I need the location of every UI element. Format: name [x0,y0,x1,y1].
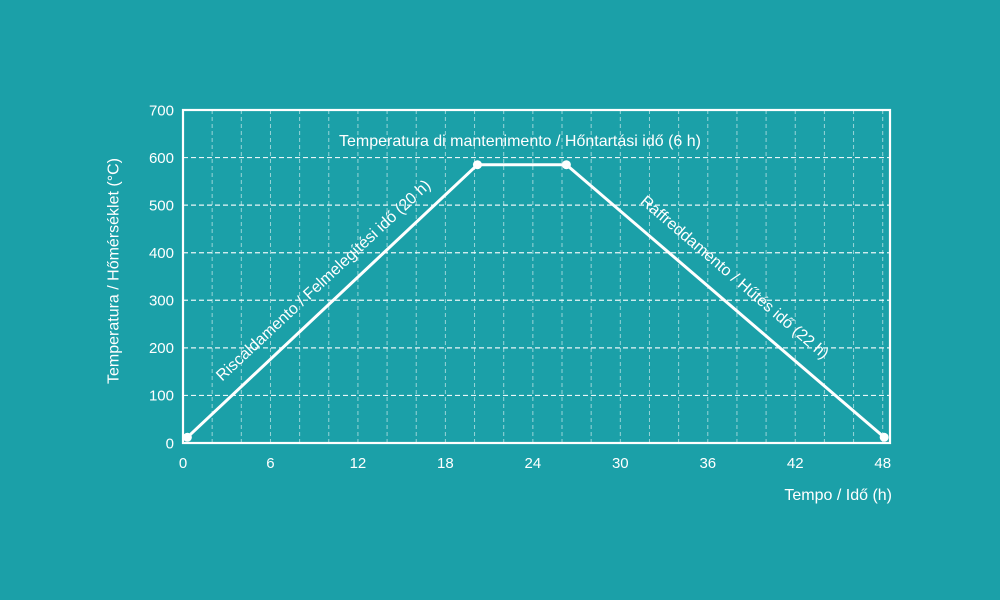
series-line [185,163,886,439]
x-tick-label: 18 [437,455,454,472]
y-tick-label: 600 [149,150,174,167]
x-tick-label: 24 [525,455,542,472]
x-tick-label: 30 [612,455,629,472]
data-point [182,432,192,442]
y-tick-labels: 0 100 200 300 400 500 600 700 [149,102,174,452]
y-tick-label: 700 [149,102,174,119]
data-point [879,432,889,442]
grid-lines [183,110,890,443]
data-point [561,160,571,170]
y-tick-label: 0 [166,435,174,452]
x-tick-label: 12 [350,455,367,472]
x-tick-label: 42 [787,455,804,472]
y-tick-label: 200 [149,340,174,357]
plot-frame [181,108,892,445]
y-tick-label: 500 [149,197,174,214]
y-axis-label: Temperatura / Hőmérséklet (°C) [106,158,123,384]
x-tick-label: 48 [874,455,891,472]
y-tick-label: 300 [149,293,174,310]
x-tick-label: 0 [179,455,187,472]
data-point [472,160,482,170]
y-tick-label: 400 [149,245,174,262]
y-tick-label: 100 [149,388,174,405]
x-tick-labels: 0 6 12 18 24 30 36 42 48 [179,455,891,472]
x-axis-label: Tempo / Idő (h) [784,487,892,504]
x-tick-label: 36 [699,455,716,472]
annotation-holding: Temperatura di mantenimento / Hőntartási… [339,133,701,150]
series-group [182,160,889,442]
x-tick-label: 6 [266,455,274,472]
